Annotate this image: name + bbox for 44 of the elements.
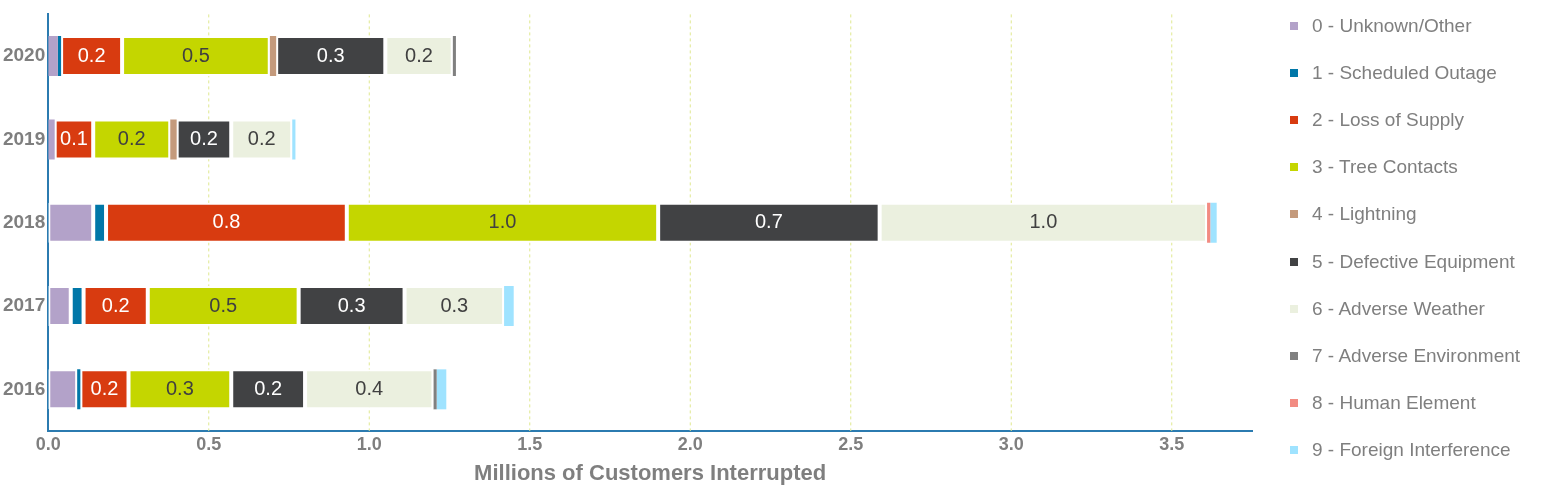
y-tick-label: 2019 xyxy=(2,127,46,149)
data-label: 0.2 xyxy=(247,126,276,149)
data-label: 0.2 xyxy=(117,126,146,149)
y-tick-label: 2018 xyxy=(2,210,46,232)
data-label: 0.1 xyxy=(60,126,88,149)
data-label: 0.2 xyxy=(405,43,433,66)
x-tick-label: 0.0 xyxy=(35,433,61,454)
data-label: 0.7 xyxy=(755,210,783,233)
data-label: 0.3 xyxy=(316,43,345,66)
legend-label: 3 - Tree Contacts xyxy=(1312,156,1458,179)
data-label: 0.4 xyxy=(355,376,384,399)
x-tick-label: 3.5 xyxy=(1159,433,1185,454)
legend-label: 0 - Unknown/Other xyxy=(1312,14,1472,37)
data-label: 0.5 xyxy=(182,43,210,66)
data-label: 1.0 xyxy=(488,210,517,233)
data-label: 0.3 xyxy=(165,376,194,399)
legend-label: 4 - Lightning xyxy=(1312,203,1417,226)
data-label: 0.5 xyxy=(209,293,238,316)
data-label: 0.2 xyxy=(254,376,283,399)
data-label: 0.3 xyxy=(337,293,366,316)
y-tick-label: 2016 xyxy=(2,377,46,399)
legend-label: 9 - Foreign Interference xyxy=(1312,439,1511,462)
y-tick-label: 2017 xyxy=(2,294,46,316)
x-tick-label: 1.0 xyxy=(356,433,382,454)
legend-label: 7 - Adverse Environment xyxy=(1312,344,1521,367)
data-label: 0.8 xyxy=(212,210,241,233)
data-label: 0.2 xyxy=(90,376,119,399)
data-label: 0.2 xyxy=(101,293,130,316)
legend-label: 1 - Scheduled Outage xyxy=(1312,61,1497,84)
data-label: 0.3 xyxy=(440,293,469,316)
x-tick-label: 1.5 xyxy=(517,433,543,454)
legend-label: 2 - Loss of Supply xyxy=(1312,108,1465,131)
x-tick-label: 2.0 xyxy=(677,433,703,454)
x-axis-title: Millions of Customers Interrupted xyxy=(474,459,827,485)
data-label: 1.0 xyxy=(1029,210,1058,233)
legend-label: 6 - Adverse Weather xyxy=(1312,297,1485,320)
legend-label: 5 - Defective Equipment xyxy=(1312,250,1515,273)
data-label: 0.2 xyxy=(77,43,106,66)
y-tick-label: 2020 xyxy=(2,44,46,66)
x-tick-label: 2.5 xyxy=(838,433,864,454)
x-tick-label: 3.0 xyxy=(998,433,1024,454)
x-tick-label: 0.5 xyxy=(196,433,222,454)
legend-label: 8 - Human Element xyxy=(1312,392,1476,415)
data-label: 0.2 xyxy=(190,126,218,149)
